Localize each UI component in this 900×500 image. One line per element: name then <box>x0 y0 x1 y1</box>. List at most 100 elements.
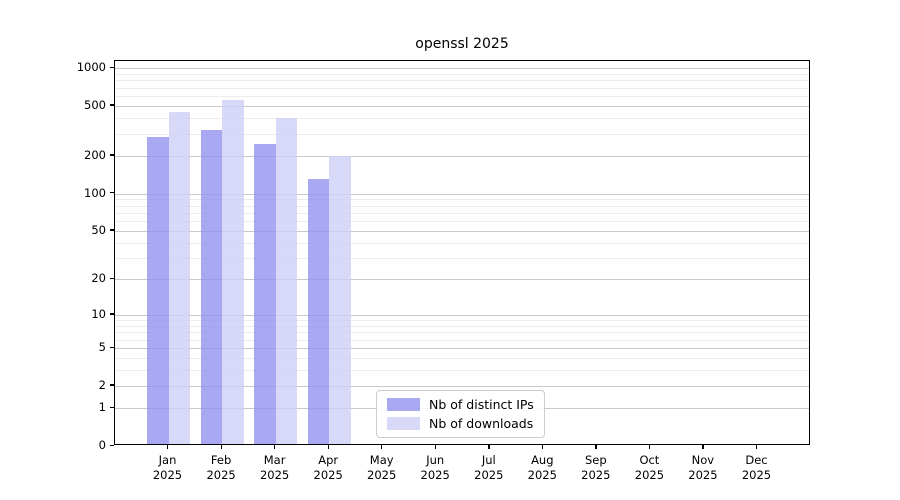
x-tick-year: 2025 <box>688 467 718 482</box>
gridline-major <box>115 279 809 281</box>
gridline-minor <box>115 205 809 207</box>
x-tick-label: Jan 2025 <box>141 453 195 482</box>
legend-swatch-downloads <box>387 417 420 430</box>
y-tick-mark <box>110 154 114 156</box>
gridline-major <box>115 385 809 387</box>
y-tick-label: 10 <box>91 306 106 321</box>
y-tick-label: 0 <box>98 438 106 452</box>
x-tick-year: 2025 <box>420 467 450 482</box>
gridline-minor <box>115 221 809 223</box>
x-tick-label: Mar 2025 <box>248 453 302 482</box>
plot-area <box>114 60 810 445</box>
y-tick-mark <box>110 444 114 446</box>
x-tick-mark <box>327 445 329 449</box>
gridline-minor <box>115 118 809 120</box>
gridline-major <box>115 68 809 69</box>
x-tick-month: Apr <box>318 453 339 467</box>
y-tick-label: 200 <box>84 147 106 162</box>
x-tick-month: Jun <box>426 453 445 467</box>
y-tick-label: 2 <box>98 377 106 392</box>
x-tick-month: Feb <box>210 453 232 467</box>
gridline-minor <box>115 87 809 89</box>
gridline-minor <box>115 357 809 359</box>
x-tick-label: Dec 2025 <box>730 453 784 482</box>
bar-distinct-ips-apr <box>307 179 330 444</box>
y-tick-label: 50 <box>91 222 106 237</box>
y-tick-label: 20 <box>91 271 106 286</box>
gridline-major <box>115 314 809 316</box>
x-tick-mark <box>434 445 436 449</box>
y-tick-mark <box>110 104 114 106</box>
x-tick-year: 2025 <box>206 467 236 482</box>
x-tick-year: 2025 <box>634 467 665 482</box>
legend-label-distinct-ips: Nb of distinct IPs <box>429 397 534 412</box>
x-tick-year: 2025 <box>313 467 343 482</box>
gridline-minor <box>115 95 809 97</box>
x-tick-mark <box>595 445 597 449</box>
legend-swatch-distinct-ips <box>387 398 420 411</box>
y-tick-mark <box>110 346 114 348</box>
x-tick-month: Oct <box>639 453 660 467</box>
x-tick-year: 2025 <box>259 467 290 482</box>
x-tick-month: Jul <box>481 453 496 467</box>
gridline-minor <box>115 212 809 214</box>
x-tick-label: Oct 2025 <box>622 453 676 482</box>
x-tick-label: Sep 2025 <box>569 453 623 482</box>
x-tick-label: May 2025 <box>355 453 409 482</box>
x-tick-mark <box>541 445 544 449</box>
x-tick-label: Jun 2025 <box>408 453 462 482</box>
y-tick-mark <box>110 406 114 408</box>
x-tick-label: Nov 2025 <box>676 453 730 482</box>
x-tick-year: 2025 <box>474 467 504 482</box>
gridline-minor <box>115 242 809 244</box>
x-tick-year: 2025 <box>581 467 611 482</box>
gridline-major <box>115 155 809 157</box>
gridline-minor <box>115 320 809 321</box>
x-tick-month: Jan <box>158 453 177 467</box>
y-tick-label: 1000 <box>76 60 106 74</box>
bar-distinct-ips-jan <box>147 136 169 444</box>
x-tick-label: Apr 2025 <box>301 453 355 482</box>
gridline-minor <box>115 73 809 75</box>
bar-downloads-apr <box>329 155 351 444</box>
y-tick-mark <box>110 277 114 280</box>
x-tick-mark <box>167 445 169 449</box>
x-tick-mark <box>381 445 383 449</box>
y-tick-mark <box>110 66 114 68</box>
y-tick-mark <box>110 229 114 231</box>
gridline-minor <box>115 199 809 201</box>
x-tick-label: Feb 2025 <box>194 453 248 482</box>
chart-title: openssl 2025 <box>415 36 509 52</box>
y-tick-mark <box>110 384 114 386</box>
x-tick-mark <box>220 445 222 449</box>
x-tick-month: Nov <box>691 453 715 467</box>
x-tick-mark <box>274 445 276 449</box>
gridline-minor <box>115 80 809 82</box>
x-tick-year: 2025 <box>152 467 183 482</box>
gridline-minor <box>115 325 809 327</box>
legend-label-downloads: Nb of downloads <box>429 416 534 431</box>
legend: Nb of distinct IPs Nb of downloads <box>376 390 545 438</box>
gridline-major <box>115 105 809 107</box>
gridline-major <box>115 230 809 232</box>
y-tick-mark <box>110 313 114 315</box>
x-tick-year: 2025 <box>367 467 397 482</box>
bar-distinct-ips-feb <box>200 130 223 444</box>
x-tick-mark <box>648 445 651 449</box>
x-tick-mark <box>702 445 704 449</box>
y-tick-label: 500 <box>84 97 106 112</box>
x-tick-year: 2025 <box>527 467 557 482</box>
gridline-major <box>115 348 809 349</box>
gridline-minor <box>115 332 809 334</box>
y-tick-label: 5 <box>98 340 106 354</box>
x-tick-label: Aug 2025 <box>515 453 569 482</box>
gridline-minor <box>115 133 809 135</box>
x-tick-mark <box>488 445 490 449</box>
bar-downloads-feb <box>222 100 244 444</box>
y-tick-label: 1 <box>98 400 106 415</box>
gridline-minor <box>115 258 809 260</box>
legend-item-downloads: Nb of downloads <box>387 416 534 431</box>
x-tick-label: Jul 2025 <box>462 453 516 482</box>
gridline-major <box>115 193 809 195</box>
bar-downloads-jan <box>168 111 190 444</box>
